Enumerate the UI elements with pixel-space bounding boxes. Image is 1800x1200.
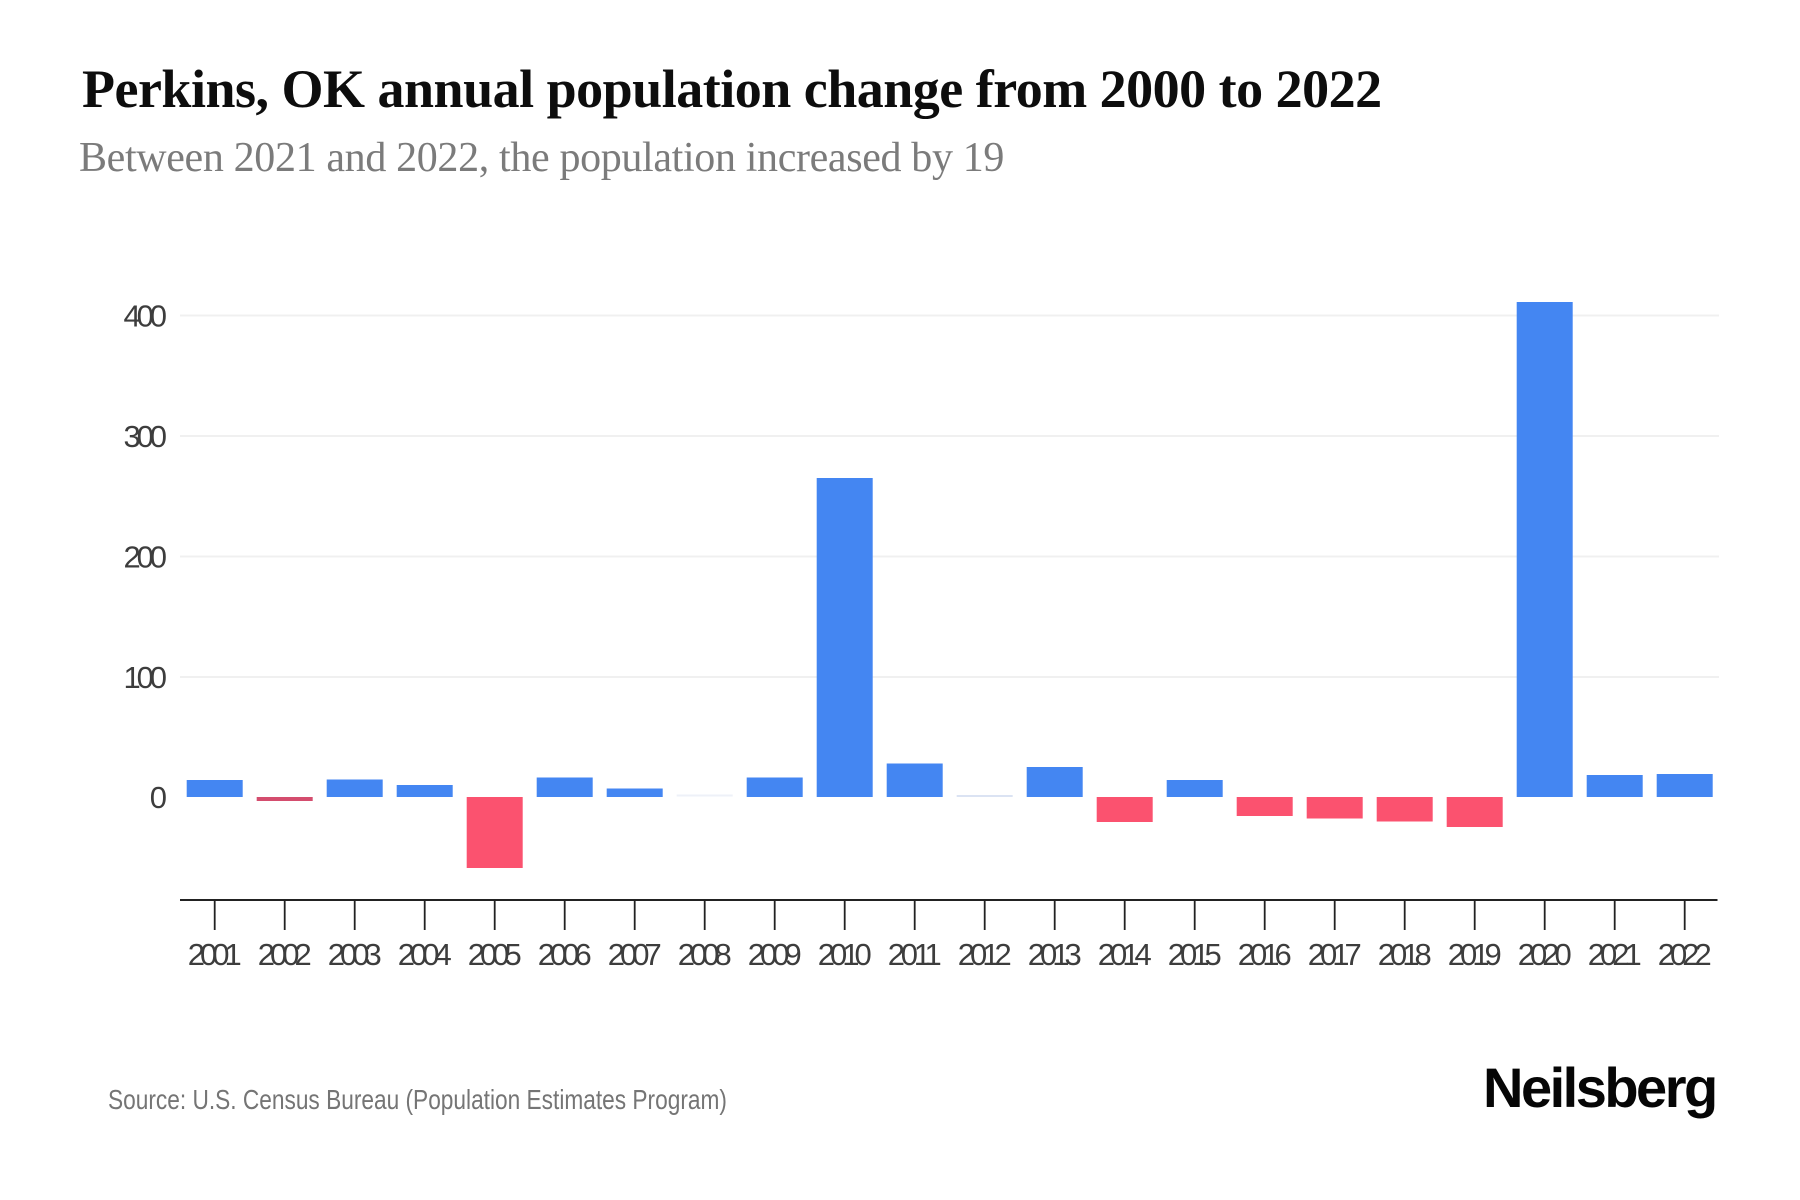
svg-text:2020: 2020	[1518, 937, 1572, 972]
svg-text:0: 0	[150, 780, 167, 815]
svg-text:2006: 2006	[538, 937, 592, 972]
svg-text:2017: 2017	[1308, 937, 1362, 972]
svg-text:2004: 2004	[398, 937, 452, 972]
svg-text:400: 400	[124, 299, 168, 334]
svg-text:2001: 2001	[188, 937, 242, 972]
svg-text:300: 300	[124, 419, 168, 454]
svg-text:2012: 2012	[958, 937, 1012, 972]
svg-text:2013: 2013	[1028, 937, 1082, 972]
svg-text:200: 200	[124, 540, 168, 575]
svg-text:2011: 2011	[888, 937, 942, 972]
svg-text:2022: 2022	[1658, 937, 1712, 972]
svg-text:2014: 2014	[1098, 937, 1152, 972]
svg-text:2015: 2015	[1168, 937, 1222, 972]
svg-text:2008: 2008	[678, 937, 732, 972]
svg-text:2009: 2009	[748, 937, 802, 972]
svg-text:2019: 2019	[1448, 937, 1502, 972]
svg-text:2018: 2018	[1378, 937, 1432, 972]
svg-text:2003: 2003	[328, 937, 382, 972]
svg-text:100: 100	[124, 660, 168, 695]
svg-text:2002: 2002	[258, 937, 312, 972]
svg-text:2016: 2016	[1238, 937, 1292, 972]
svg-text:2021: 2021	[1588, 937, 1642, 972]
svg-text:2005: 2005	[468, 937, 522, 972]
svg-text:2007: 2007	[608, 937, 662, 972]
svg-text:2010: 2010	[818, 937, 872, 972]
